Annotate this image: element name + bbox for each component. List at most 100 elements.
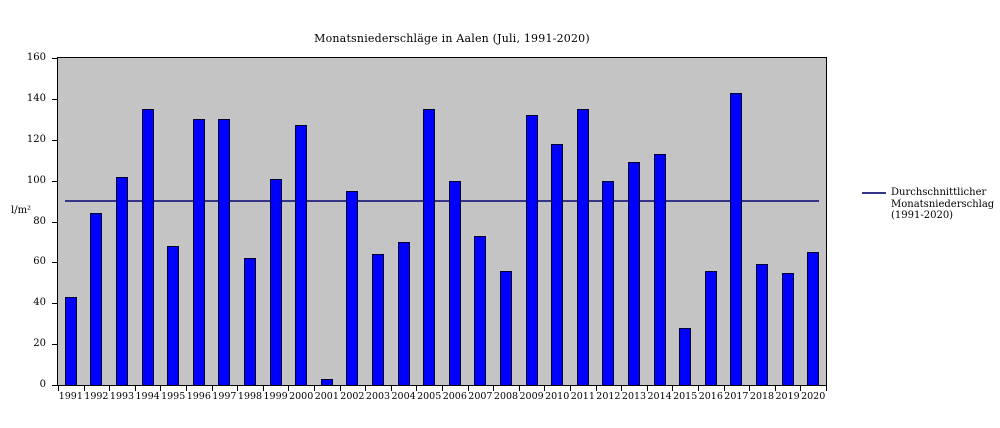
y-tick-mark xyxy=(52,344,57,346)
x-tick-label-2019: 2019 xyxy=(775,391,800,402)
y-tick-label-100: 100 xyxy=(26,174,46,186)
y-tick-label-120: 120 xyxy=(26,133,46,145)
y-tick-mark xyxy=(52,58,57,59)
x-tick-mark xyxy=(288,386,290,391)
x-tick-label-2003: 2003 xyxy=(365,391,391,402)
legend-label-line-1: Durchschnittlicher xyxy=(891,187,987,198)
bar-1998 xyxy=(244,258,256,385)
x-tick-mark xyxy=(467,386,469,391)
y-tick-mark xyxy=(52,139,57,141)
x-tick-mark xyxy=(621,386,623,391)
y-tick-mark xyxy=(52,98,57,100)
x-tick-label-2011: 2011 xyxy=(570,391,595,402)
x-tick-mark xyxy=(390,386,392,391)
x-tick-mark xyxy=(723,386,725,391)
x-tick-mark xyxy=(442,386,443,391)
bar-2015 xyxy=(679,327,692,385)
bar-2011 xyxy=(576,109,589,385)
bar-2003 xyxy=(372,254,384,385)
bar-2006 xyxy=(448,180,461,385)
bar-2020 xyxy=(807,252,820,385)
average-line xyxy=(64,200,820,203)
chart-title: Monatsniederschläge in Aalen (Juli, 1991… xyxy=(314,32,590,45)
y-tick-label-160: 160 xyxy=(26,52,46,63)
bar-2007 xyxy=(474,235,487,385)
x-tick-label-2010: 2010 xyxy=(545,391,570,402)
x-tick-label-2000: 2000 xyxy=(289,391,314,402)
y-tick-label-20: 20 xyxy=(33,338,46,350)
x-tick-mark xyxy=(493,386,495,391)
bar-2008 xyxy=(500,270,512,385)
bar-2016 xyxy=(704,270,717,385)
x-tick-label-2002: 2002 xyxy=(340,391,365,402)
y-tick-mark xyxy=(52,303,57,305)
x-tick-mark xyxy=(518,386,520,391)
x-tick-label-2015: 2015 xyxy=(673,391,698,402)
bar-1999 xyxy=(269,178,282,385)
x-tick-mark xyxy=(109,386,111,391)
x-tick-mark xyxy=(826,386,827,391)
legend-label: Durchschnittlicher Monatsniederschlag (1… xyxy=(891,187,994,222)
x-tick-label-1995: 1995 xyxy=(161,391,186,402)
x-tick-mark xyxy=(800,386,802,391)
x-tick-mark xyxy=(262,386,264,391)
bar-2001 xyxy=(320,378,333,385)
x-tick-mark xyxy=(672,386,674,391)
x-tick-label-1998: 1998 xyxy=(237,391,263,402)
x-tick-label-2016: 2016 xyxy=(698,391,723,402)
bar-2018 xyxy=(756,264,768,385)
bar-2013 xyxy=(628,162,640,385)
y-tick-label-0: 0 xyxy=(39,379,46,390)
x-tick-mark xyxy=(646,386,648,391)
x-tick-mark xyxy=(58,386,59,391)
bar-2012 xyxy=(602,180,615,385)
y-tick-mark xyxy=(52,262,57,264)
x-tick-mark xyxy=(186,386,187,391)
x-tick-mark xyxy=(83,386,85,391)
y-tick-label-80: 80 xyxy=(33,215,46,227)
x-tick-label-1994: 1994 xyxy=(135,391,160,402)
x-tick-label-2008: 2008 xyxy=(493,391,519,402)
bar-2004 xyxy=(397,241,410,385)
bar-1997 xyxy=(218,119,231,385)
x-tick-mark xyxy=(237,386,239,391)
x-tick-label-2005: 2005 xyxy=(417,391,442,402)
x-tick-mark xyxy=(698,386,699,391)
y-tick-label-140: 140 xyxy=(26,92,46,104)
x-tick-label-1996: 1996 xyxy=(186,391,211,402)
x-tick-mark xyxy=(339,386,341,391)
x-tick-label-2006: 2006 xyxy=(442,391,467,402)
x-tick-mark xyxy=(416,386,418,391)
y-tick-mark xyxy=(52,180,57,182)
y-tick-mark xyxy=(52,221,57,223)
y-tick-label-40: 40 xyxy=(33,297,46,309)
bar-1996 xyxy=(192,119,205,385)
x-tick-label-1999: 1999 xyxy=(263,391,288,402)
bar-2014 xyxy=(653,154,666,385)
bar-1994 xyxy=(141,109,154,385)
legend-label-line-3: (1991-2020) xyxy=(891,210,954,221)
bar-2000 xyxy=(295,125,308,385)
bar-1992 xyxy=(90,213,103,385)
x-tick-label-2020: 2020 xyxy=(801,391,826,402)
x-tick-mark xyxy=(749,386,751,391)
x-tick-mark xyxy=(544,386,546,391)
plot-area xyxy=(57,57,827,386)
x-tick-label-2007: 2007 xyxy=(468,391,493,402)
x-tick-mark xyxy=(570,386,571,391)
x-tick-label-1992: 1992 xyxy=(84,391,109,402)
x-tick-label-2017: 2017 xyxy=(724,391,749,402)
y-tick-mark xyxy=(52,385,57,386)
bar-1991 xyxy=(64,297,77,385)
x-tick-label-2001: 2001 xyxy=(314,391,339,402)
y-axis-unit-label: l/m² xyxy=(11,205,32,216)
bar-2010 xyxy=(551,143,564,385)
x-tick-label-1997: 1997 xyxy=(212,391,237,402)
x-tick-mark xyxy=(595,386,597,391)
bar-1995 xyxy=(167,246,180,385)
bar-2017 xyxy=(730,92,743,385)
x-tick-label-2012: 2012 xyxy=(596,391,621,402)
bar-2005 xyxy=(423,109,436,385)
x-tick-mark xyxy=(211,386,213,391)
